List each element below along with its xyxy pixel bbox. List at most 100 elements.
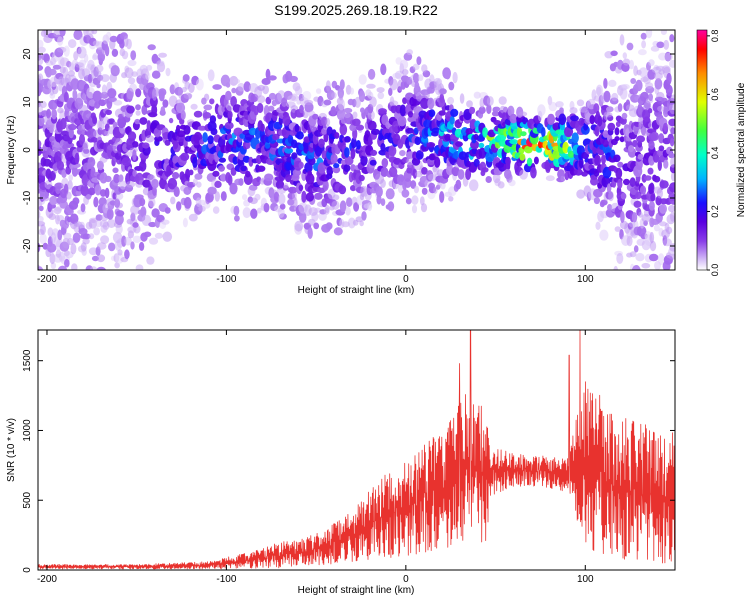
spectral-cell [242,194,248,201]
snr-line-path [38,330,675,570]
spectral-cell [481,167,489,173]
spectral-cell [354,96,361,108]
spectral-cell [289,75,298,83]
spectral-cell [268,105,275,112]
spectral-cell [349,87,355,95]
spectral-cell [576,189,586,199]
spectral-cell [346,197,353,208]
spectral-cell [314,207,321,213]
x-tick-label: 100 [577,574,594,585]
spectral-cell [96,160,104,171]
spectral-cell [245,141,251,149]
spectral-cell [573,168,583,176]
spectral-cell [277,207,285,218]
spectral-cell [49,253,56,265]
spectral-cell [224,121,234,130]
spectral-cell [60,117,67,130]
spectral-cell [628,145,634,153]
spectral-cell [156,60,165,67]
spectral-cell [650,193,656,202]
spectral-cell [164,158,170,165]
spectral-cell [182,74,190,82]
spectral-cell [614,226,621,232]
spectral-cell [56,160,65,171]
spectral-cell [72,232,81,243]
spectral-cell [53,30,61,38]
spectral-cell [306,149,315,160]
spectral-cell [341,221,350,228]
spectral-cell [638,49,647,56]
spectral-cell [451,166,460,177]
spectral-cell [465,128,473,135]
spectral-cell [325,204,330,214]
spectral-cell [67,70,75,77]
spectral-cell [653,224,660,232]
spectral-cell [387,201,395,212]
spectral-cell [173,186,180,197]
spectral-cell [176,124,181,132]
spectral-cell [119,180,127,190]
spectral-cell [507,105,515,117]
spectral-cell [375,186,383,198]
spectral-cell [158,88,167,97]
spectral-cell [371,128,381,135]
spectral-cell [369,159,377,166]
spectral-cell [260,123,265,132]
spectral-cell [173,138,179,150]
spectral-cell [100,235,110,245]
spectral-cell [207,186,217,195]
spectral-cell [448,81,455,91]
spectral-cell [46,243,57,253]
spectral-cell [656,41,665,49]
spectral-cell [337,98,346,111]
spectral-cell [594,154,601,166]
spectral-cell [493,120,502,126]
spectral-cell [296,131,304,140]
spectral-cell [148,221,157,228]
spectral-cell [110,65,120,77]
spectral-cell [617,161,624,168]
colorbar-tick-label: 0.2 [710,205,720,218]
spectral-cell [486,103,492,115]
spectral-cell [668,118,675,127]
spectral-cell [188,169,194,176]
spectral-cell [87,128,97,140]
spectral-cell [438,110,446,116]
spectral-cell [344,136,351,143]
spectral-cell [317,162,326,174]
spectral-cell [355,124,364,131]
spectral-cell [593,197,601,205]
spectral-cell [649,182,655,194]
spectral-cell [49,126,54,134]
spectral-cell [190,103,198,110]
spectral-cell [58,265,67,270]
spectral-cell [473,91,481,99]
spectral-cell [298,161,304,169]
spectral-cell [414,81,420,92]
spectral-cell [135,110,141,116]
spectral-cell [466,100,473,108]
spectral-cell [397,116,407,127]
spectral-cell [558,113,567,126]
spectral-cell [331,92,337,99]
spectral-cell [256,207,262,214]
spectral-cell [250,208,258,219]
spectral-cell [232,78,241,84]
spectral-cell [296,99,301,105]
spectral-cell [80,242,87,252]
spectral-cell [93,196,99,208]
spectral-cell [504,168,512,180]
spectral-cell [88,247,98,256]
spectral-cell [314,192,323,200]
spectral-cell [402,69,409,76]
spectral-cell [128,131,137,142]
spectral-cell [57,107,64,114]
x-tick-label: -100 [216,274,236,285]
spectral-cell [83,141,89,150]
spectral-cell [541,127,546,138]
spectral-cell [291,152,298,160]
spectral-cell [38,139,42,149]
spectral-cell [264,173,274,182]
spectral-cell [118,174,124,183]
